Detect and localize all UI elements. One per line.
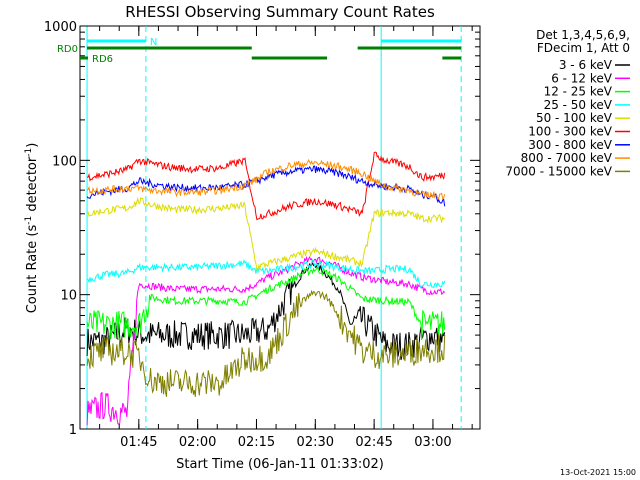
legend-label-50-100-kev: 50 - 100 keV — [536, 111, 613, 125]
legend-label-800-7000-kev: 800 - 7000 keV — [521, 151, 613, 165]
series-line-800-7000-kev — [86, 159, 446, 201]
x-tick-label: 02:15 — [238, 435, 275, 450]
status-label-rd0: RD0 — [57, 44, 78, 55]
y-tick-label: 100 — [52, 154, 77, 169]
series-line-7000-15000-kev — [86, 289, 446, 397]
y-axis-label: Count Rate (s-1 detector-1) — [24, 143, 40, 314]
legend-label-7000-15000-kev: 7000 - 15000 keV — [505, 164, 612, 178]
chart-title: RHESSI Observing Summary Count Rates — [125, 3, 435, 21]
series-line-12-25-kev — [86, 266, 446, 340]
series-line-3-6-kev — [86, 262, 446, 361]
x-axis-label: Start Time (06-Jan-11 01:33:02) — [176, 457, 384, 472]
x-tick-label: 02:45 — [355, 435, 392, 450]
legend-label-25-50-kev: 25 - 50 keV — [544, 98, 613, 112]
plot-frame — [79, 25, 481, 430]
series-line-6-12-kev — [86, 255, 446, 426]
legend-label-100-300-kev: 100 - 300 keV — [528, 125, 612, 139]
x-tick-label: 03:00 — [414, 435, 451, 450]
footer-timestamp: 13-Oct-2021 15:00 — [560, 468, 636, 477]
status-label-rd6: RD6 — [92, 54, 113, 65]
legend-label-12-25-kev: 12 - 25 keV — [544, 85, 613, 99]
x-tick-label: 02:30 — [297, 435, 334, 450]
legend-header-line-1: Det 1,3,4,5,6,9, — [536, 28, 630, 42]
status-label-n: N — [150, 37, 157, 48]
plot-area: N RD0 RD6 01:45 02:00 02:15 02:30 02:45 03:00 1… — [44, 20, 481, 450]
series-line-100-300-kev — [87, 151, 446, 221]
x-tick-label: 02:00 — [179, 435, 216, 450]
legend-label-6-12-kev: 6 - 12 keV — [551, 71, 613, 85]
series-line-50-100-kev — [87, 196, 445, 271]
legend-label-3-6-kev: 3 - 6 keV — [559, 58, 613, 72]
y-tick-label: 1000 — [44, 20, 77, 35]
series-line-25-50-kev — [87, 259, 446, 289]
legend-header-line-2: FDecim 1, Att 0 — [537, 41, 630, 55]
legend-label-300-800-kev: 300 - 800 keV — [528, 138, 612, 152]
y-tick-label: 1 — [69, 423, 77, 438]
series-line-300-800-kev — [86, 165, 446, 207]
legend: Det 1,3,4,5,6,9, FDecim 1, Att 0 3 - 6 k… — [505, 28, 630, 178]
x-tick-label: 01:45 — [120, 435, 157, 450]
y-tick-label: 10 — [60, 289, 77, 304]
